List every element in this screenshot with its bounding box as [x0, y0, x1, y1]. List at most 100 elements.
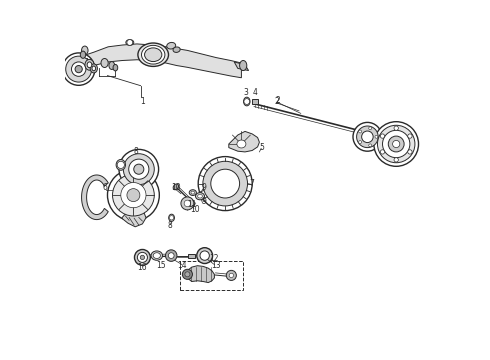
Text: 9: 9	[201, 184, 206, 193]
Circle shape	[394, 158, 398, 162]
Text: 11: 11	[188, 200, 197, 209]
Circle shape	[211, 169, 240, 198]
Ellipse shape	[244, 97, 250, 106]
Circle shape	[377, 125, 415, 163]
Circle shape	[121, 183, 146, 208]
Ellipse shape	[169, 214, 174, 221]
Circle shape	[134, 164, 144, 174]
Circle shape	[362, 131, 373, 143]
Circle shape	[134, 249, 150, 265]
Text: 2: 2	[275, 96, 280, 105]
Polygon shape	[186, 266, 215, 283]
Circle shape	[182, 269, 193, 279]
Ellipse shape	[116, 159, 125, 170]
Text: 10: 10	[190, 205, 200, 214]
Circle shape	[184, 200, 191, 207]
Circle shape	[170, 216, 174, 220]
Text: 5: 5	[260, 143, 265, 152]
Ellipse shape	[173, 184, 178, 190]
Circle shape	[123, 154, 154, 185]
Ellipse shape	[126, 40, 134, 45]
Circle shape	[353, 122, 382, 151]
Circle shape	[197, 248, 213, 264]
Text: 15: 15	[157, 261, 166, 270]
Ellipse shape	[80, 51, 86, 58]
Text: 7: 7	[250, 179, 255, 188]
Text: 9: 9	[201, 197, 206, 206]
Circle shape	[140, 255, 145, 260]
Ellipse shape	[167, 42, 176, 49]
Ellipse shape	[81, 46, 88, 55]
Text: 16: 16	[138, 263, 147, 272]
Polygon shape	[189, 254, 195, 258]
Ellipse shape	[153, 253, 160, 258]
Circle shape	[137, 252, 147, 262]
Circle shape	[181, 197, 194, 210]
Circle shape	[408, 150, 412, 154]
Circle shape	[408, 134, 412, 138]
Ellipse shape	[138, 43, 169, 67]
Circle shape	[127, 40, 133, 45]
Circle shape	[203, 161, 247, 206]
Ellipse shape	[92, 66, 96, 71]
Circle shape	[226, 270, 236, 280]
Ellipse shape	[197, 194, 202, 198]
Circle shape	[107, 169, 159, 221]
Circle shape	[229, 273, 233, 278]
Circle shape	[127, 189, 140, 202]
Text: 1: 1	[140, 97, 145, 106]
Text: 10: 10	[171, 184, 181, 193]
Circle shape	[169, 253, 174, 258]
Circle shape	[369, 127, 371, 130]
Circle shape	[166, 250, 177, 261]
Bar	[180, 261, 243, 290]
Ellipse shape	[191, 191, 195, 194]
Circle shape	[357, 126, 378, 148]
Circle shape	[113, 174, 154, 216]
Ellipse shape	[240, 60, 247, 71]
Text: 13: 13	[211, 261, 221, 270]
Ellipse shape	[196, 193, 204, 200]
Circle shape	[75, 66, 82, 73]
Polygon shape	[81, 175, 108, 220]
Circle shape	[392, 140, 400, 148]
Ellipse shape	[142, 45, 165, 64]
Circle shape	[388, 136, 404, 152]
Polygon shape	[229, 131, 259, 152]
Ellipse shape	[151, 251, 163, 260]
Text: 3: 3	[244, 88, 248, 97]
Ellipse shape	[87, 62, 92, 68]
Text: 14: 14	[177, 261, 187, 270]
Polygon shape	[79, 58, 87, 66]
Circle shape	[117, 161, 124, 168]
Ellipse shape	[113, 64, 118, 71]
Ellipse shape	[189, 190, 196, 195]
Ellipse shape	[109, 62, 115, 69]
Circle shape	[200, 251, 209, 260]
Circle shape	[383, 130, 410, 158]
Circle shape	[375, 135, 378, 138]
Ellipse shape	[237, 140, 246, 148]
Text: 2: 2	[274, 97, 279, 106]
Circle shape	[119, 149, 159, 189]
Circle shape	[369, 144, 371, 147]
Circle shape	[198, 157, 252, 211]
Circle shape	[72, 62, 86, 76]
Polygon shape	[234, 62, 248, 71]
Text: 6: 6	[102, 184, 107, 193]
Circle shape	[359, 141, 362, 144]
Polygon shape	[83, 44, 242, 78]
Polygon shape	[122, 211, 146, 227]
Circle shape	[380, 150, 385, 154]
Circle shape	[185, 272, 190, 277]
Ellipse shape	[145, 48, 162, 62]
Polygon shape	[252, 99, 258, 104]
Circle shape	[394, 126, 398, 130]
Circle shape	[129, 159, 149, 179]
Circle shape	[63, 53, 95, 85]
Ellipse shape	[90, 64, 98, 73]
Circle shape	[359, 130, 362, 133]
Text: 4: 4	[252, 88, 257, 97]
Text: 12: 12	[210, 254, 219, 263]
Ellipse shape	[173, 47, 180, 53]
